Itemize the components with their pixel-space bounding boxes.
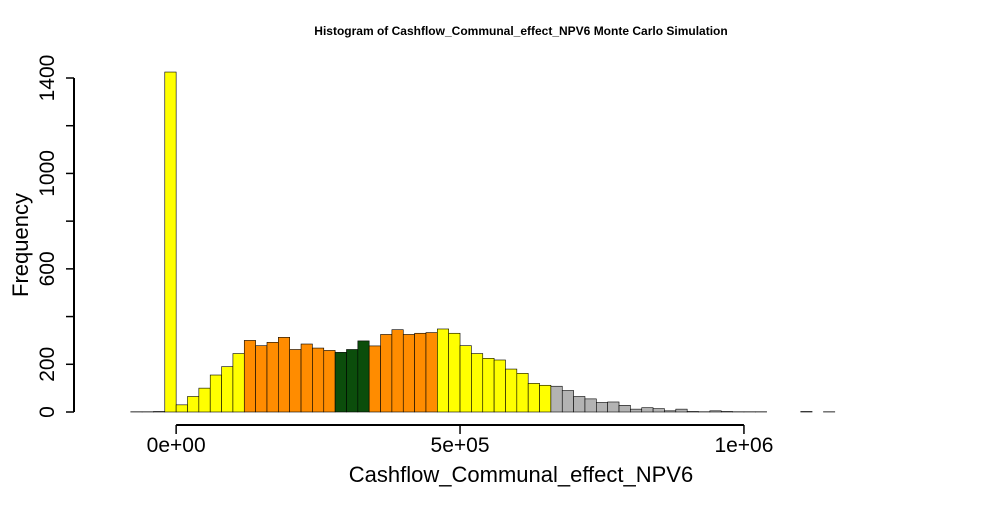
histogram-bar [335,352,346,412]
histogram-bar [664,411,675,412]
histogram-bar [551,386,562,412]
histogram-bar [346,349,357,412]
y-axis: 0 200 600 1000 1400 [36,55,74,418]
histogram-bar [574,396,585,412]
x-tick-label: 0e+00 [147,434,206,457]
bars-group [131,72,835,412]
x-axis: 0e+00 5e+05 1e+06 [147,425,774,457]
histogram-bar [324,350,335,412]
histogram-bar [358,341,369,412]
histogram-bar [676,409,687,412]
histogram-bar [540,385,551,412]
y-axis-label: Frequency [8,193,33,297]
histogram-bar [187,396,198,412]
histogram-bar [233,354,244,412]
histogram-bar [460,346,471,412]
histogram-bar [210,375,221,412]
histogram-bar [278,337,289,412]
y-tick-label: 200 [36,347,59,382]
histogram-bar [199,388,210,412]
histogram-bar [415,333,426,412]
histogram-bar [619,405,630,412]
y-tick-label: 0 [36,406,59,418]
histogram-bar [517,373,528,412]
histogram-bar [426,333,437,412]
histogram-bar [244,340,255,412]
histogram-bar [267,342,278,412]
histogram-bar [256,346,267,412]
histogram-bar [710,411,721,412]
y-tick-label: 1400 [36,55,59,102]
y-tick-label: 1000 [36,150,59,197]
x-axis-label: Cashflow_Communal_effect_NPV6 [349,462,693,487]
histogram-bar [630,409,641,412]
histogram-bar [222,367,233,412]
x-tick-label: 5e+05 [431,434,490,457]
chart-title: Histogram of Cashflow_Communal_effect_NP… [314,24,727,38]
histogram-bar [176,405,187,412]
histogram-bar [381,334,392,412]
histogram-bar [562,391,573,412]
histogram-bar [403,334,414,412]
histogram-bar [290,349,301,412]
histogram-bar [585,399,596,412]
histogram-bar [369,346,380,412]
histogram-bar [437,329,448,412]
histogram-bar [312,348,323,412]
histogram-bar [449,333,460,412]
histogram-bar [392,330,403,412]
x-tick-label: 1e+06 [714,434,773,457]
histogram-bar [301,344,312,412]
histogram-bar [471,354,482,412]
histogram-bar [165,72,176,412]
y-tick-label: 600 [36,251,59,286]
histogram-bar [483,358,494,412]
histogram-bar [505,369,516,412]
histogram-bar [642,408,653,412]
histogram-bar [494,360,505,412]
histogram-bar [653,409,664,412]
histogram-bar [528,383,539,412]
histogram-bar [596,402,607,412]
histogram-bar [608,402,619,412]
